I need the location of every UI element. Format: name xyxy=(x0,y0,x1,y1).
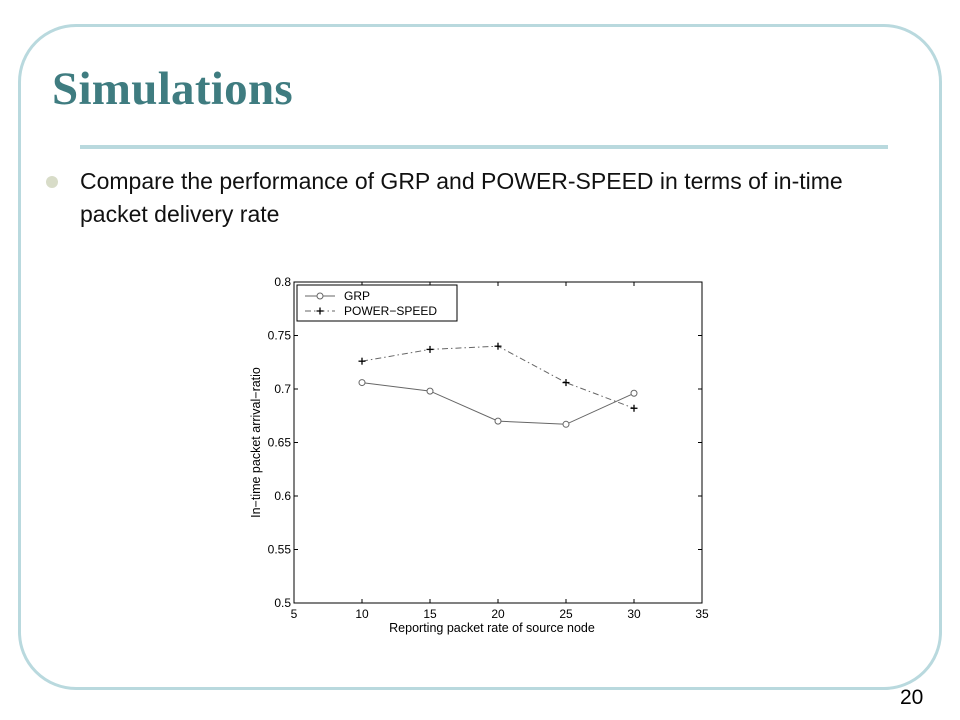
y-tick-label: 0.75 xyxy=(268,329,292,343)
slide-frame xyxy=(18,24,942,690)
legend-box xyxy=(296,284,458,322)
x-tick-label: 15 xyxy=(423,607,437,621)
data-point xyxy=(358,379,366,387)
x-axis-label: Reporting packet rate of source node xyxy=(389,621,595,635)
data-point xyxy=(316,307,324,315)
x-tick-label: 20 xyxy=(491,607,505,621)
data-point xyxy=(358,357,366,365)
x-tick-label: 30 xyxy=(627,607,641,621)
title-divider xyxy=(80,145,888,149)
data-point xyxy=(562,379,570,387)
data-point xyxy=(562,420,570,428)
data-point xyxy=(426,345,434,353)
y-axis-label: In−time packet arrival−ratio xyxy=(249,367,263,518)
legend-label: POWER−SPEED xyxy=(344,304,437,318)
y-tick-label: 0.65 xyxy=(268,436,292,450)
plot-frame xyxy=(293,281,703,604)
data-point xyxy=(494,417,502,425)
series-0 xyxy=(358,379,638,428)
data-point xyxy=(630,404,638,412)
y-tick-label: 0.6 xyxy=(274,489,291,503)
axis-ticks: 5 10 15 20 25 30 35 0.5 0.55 0.6 0.65 0.7 0.75 0.8 xyxy=(268,275,709,621)
series-line xyxy=(361,345,635,409)
bullet-text: Compare the performance of GRP and POWER… xyxy=(80,168,843,227)
y-tick-label: 0.7 xyxy=(274,382,291,396)
data-point xyxy=(494,342,502,350)
x-tick-label: 10 xyxy=(355,607,369,621)
data-point xyxy=(426,387,434,395)
legend-label: GRP xyxy=(344,289,370,303)
data-point xyxy=(316,292,324,300)
y-tick-label: 0.8 xyxy=(274,275,291,289)
y-tick-label: 0.55 xyxy=(268,543,292,557)
page-number: 20 xyxy=(900,686,924,709)
y-tick-label: 0.5 xyxy=(274,596,291,610)
x-tick-label: 25 xyxy=(559,607,573,621)
series-layer xyxy=(358,342,638,428)
plot-area xyxy=(293,281,703,604)
line-chart: 5 10 15 20 25 30 35 0.5 0.55 0.6 0.65 0.7 0.75 0.8 GR… xyxy=(249,275,709,635)
bullet-icon xyxy=(46,176,58,188)
x-tick-label: 5 xyxy=(291,607,298,621)
data-point xyxy=(630,389,638,397)
x-tick-label: 35 xyxy=(695,607,709,621)
series-1 xyxy=(358,342,638,412)
slide-title: Simulations xyxy=(52,63,293,115)
